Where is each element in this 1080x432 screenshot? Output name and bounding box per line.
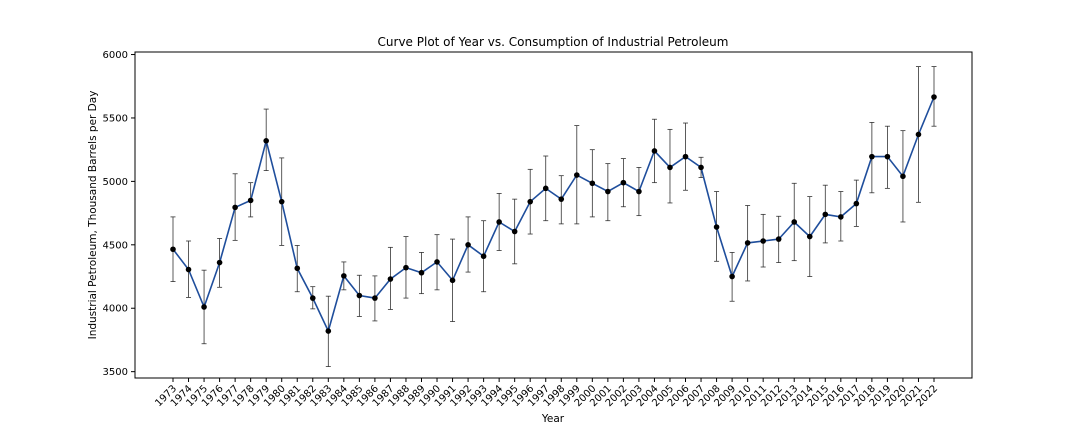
data-point (434, 259, 440, 265)
y-tick-label: 5000 (103, 177, 128, 188)
data-point (573, 172, 580, 178)
y-tick-label: 4000 (103, 304, 128, 315)
y-tick-label: 6000 (103, 50, 128, 61)
data-point (791, 219, 798, 225)
data-point (713, 224, 720, 230)
data-point (558, 196, 565, 202)
data-point (620, 179, 627, 186)
data-point (527, 198, 534, 205)
data-point (542, 185, 549, 192)
chart-title: Curve Plot of Year vs. Consumption of In… (378, 35, 729, 49)
x-axis-label: Year (541, 413, 565, 425)
data-point (216, 259, 223, 266)
y-axis: 3500 4000 4500 5000 5500 6000 (103, 50, 135, 378)
data-point (403, 264, 409, 271)
data-point (325, 328, 332, 334)
series-line (172, 96, 935, 334)
data-point (341, 273, 347, 279)
data-point (278, 198, 285, 205)
y-tick-label: 3500 (103, 367, 128, 378)
y-axis-label: Industrial Petroleum, Thousand Barrels p… (87, 91, 99, 340)
data-point (682, 153, 689, 160)
data-point (729, 273, 735, 280)
data-point (263, 137, 269, 144)
data-point (698, 164, 704, 171)
data-point (372, 295, 378, 301)
x-axis: 1973197419751976197719781979198019811982… (153, 378, 940, 409)
y-tick-label: 4500 (103, 240, 128, 251)
data-point (247, 197, 254, 204)
data-point (465, 242, 471, 248)
data-point (900, 173, 906, 180)
data-point (931, 94, 937, 100)
data-point (232, 204, 238, 211)
data-point (636, 188, 642, 195)
plot-area (134, 51, 973, 379)
data-point (667, 164, 673, 171)
data-point (869, 153, 875, 160)
data-point (744, 240, 751, 246)
y-tick-label: 5500 (103, 113, 128, 124)
data-point (853, 200, 860, 207)
data-point (387, 276, 394, 282)
data-point (449, 277, 456, 284)
data-point (838, 214, 844, 220)
data-point (496, 219, 502, 225)
data-point (915, 131, 922, 138)
data-markers (170, 94, 937, 334)
data-point (201, 304, 207, 310)
data-point (605, 188, 611, 195)
data-point (309, 295, 316, 301)
data-point (356, 292, 363, 299)
data-point (418, 269, 425, 276)
data-point (822, 211, 829, 218)
data-point (651, 148, 658, 154)
data-point (170, 246, 176, 253)
data-point (806, 233, 813, 240)
data-point (511, 228, 518, 235)
data-point (480, 253, 487, 260)
data-point (294, 265, 301, 272)
data-point (775, 236, 782, 242)
data-point (185, 266, 192, 273)
data-point (760, 238, 766, 244)
data-point (884, 153, 891, 160)
data-point (589, 180, 596, 187)
